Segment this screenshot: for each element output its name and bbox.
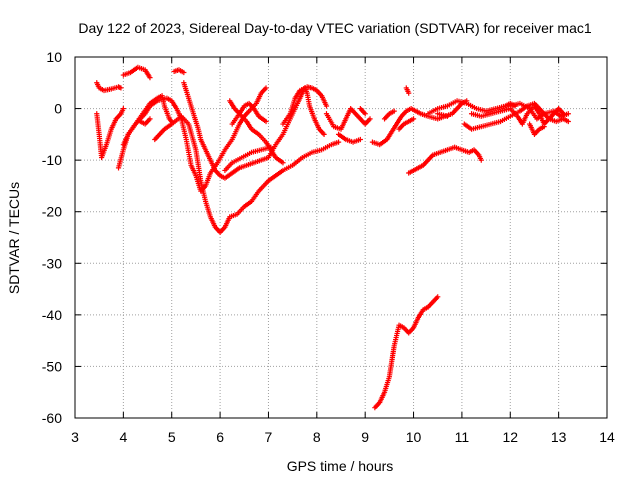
x-tick-label: 7 — [265, 429, 273, 445]
data-point — [280, 160, 286, 166]
data-point — [335, 139, 342, 145]
y-tick-label: -50 — [42, 358, 62, 374]
series-arc-22 — [372, 294, 441, 411]
series-arc-8 — [171, 67, 187, 76]
data-point — [565, 111, 571, 117]
axis-ticks: 3 4 5 6 7 8 9 10 11 12 13 14 10 0 -10 -20 -30 -40 -50 -60 — [42, 49, 615, 445]
data-point — [118, 85, 124, 91]
series-arc-13 — [280, 84, 330, 127]
series-arc-20 — [403, 85, 412, 96]
y-axis-label: SDTVAR / TECUs — [6, 182, 22, 294]
x-tick-label: 5 — [168, 429, 176, 445]
plot-frame — [74, 56, 608, 419]
data-point — [321, 131, 327, 137]
series-arc-28 — [507, 100, 571, 122]
x-axis-label: GPS time / hours — [287, 458, 394, 474]
data-point — [362, 111, 368, 117]
data-point — [406, 90, 412, 96]
series-arc-18 — [381, 108, 397, 122]
data-point — [391, 108, 397, 114]
x-tick-label: 9 — [361, 429, 369, 445]
series-arc-19 — [396, 116, 417, 132]
data-point — [435, 294, 441, 300]
data-point — [263, 85, 269, 91]
y-tick-label: 0 — [54, 101, 62, 117]
series-arc-27 — [527, 121, 547, 137]
data-point — [444, 113, 450, 119]
data-point — [367, 116, 373, 122]
data-point — [541, 124, 547, 130]
data-point — [147, 116, 153, 122]
data-point — [147, 75, 153, 81]
x-tick-label: 14 — [599, 429, 615, 445]
series-arc-25 — [461, 100, 571, 132]
data-point — [357, 136, 363, 143]
x-tick-label: 13 — [551, 429, 567, 445]
series-arc-2 — [94, 105, 126, 161]
y-tick-label: -60 — [42, 410, 62, 426]
y-tick-label: -40 — [42, 307, 62, 323]
data-point — [478, 157, 484, 163]
series-arc-7 — [152, 113, 342, 235]
x-tick-label: 12 — [502, 429, 518, 445]
series-arc-11 — [229, 100, 269, 127]
data-point — [120, 105, 126, 112]
series-arc-16 — [357, 105, 368, 117]
data-point — [268, 144, 274, 150]
x-tick-label: 6 — [216, 429, 224, 445]
data-point — [323, 103, 330, 109]
x-tick-label: 4 — [119, 429, 127, 445]
data-points — [94, 64, 571, 411]
x-tick-label: 3 — [71, 429, 79, 445]
series-arc-15 — [335, 131, 363, 145]
series-arc-24 — [435, 111, 450, 119]
data-point — [565, 118, 571, 125]
y-tick-label: -10 — [42, 152, 62, 168]
series-arc-4 — [120, 64, 153, 81]
y-tick-label: 10 — [46, 49, 62, 65]
series-arc-12 — [222, 144, 274, 174]
data-point — [263, 118, 269, 125]
series-arc-6 — [137, 116, 153, 127]
data-point — [181, 69, 187, 76]
x-tick-label: 8 — [313, 429, 321, 445]
data-point — [410, 116, 417, 122]
x-tick-label: 11 — [455, 429, 470, 445]
series-arc-14 — [323, 105, 373, 132]
series-arc-21 — [406, 144, 484, 176]
y-tick-label: -20 — [42, 204, 62, 220]
chart-title: Day 122 of 2023, Sidereal Day-to-day VTE… — [78, 20, 591, 36]
series-arc-17 — [369, 98, 470, 148]
x-tick-label: 10 — [406, 429, 422, 445]
series-arc-1 — [94, 80, 124, 94]
y-tick-label: -30 — [42, 255, 62, 271]
series-arc-26 — [468, 103, 567, 127]
